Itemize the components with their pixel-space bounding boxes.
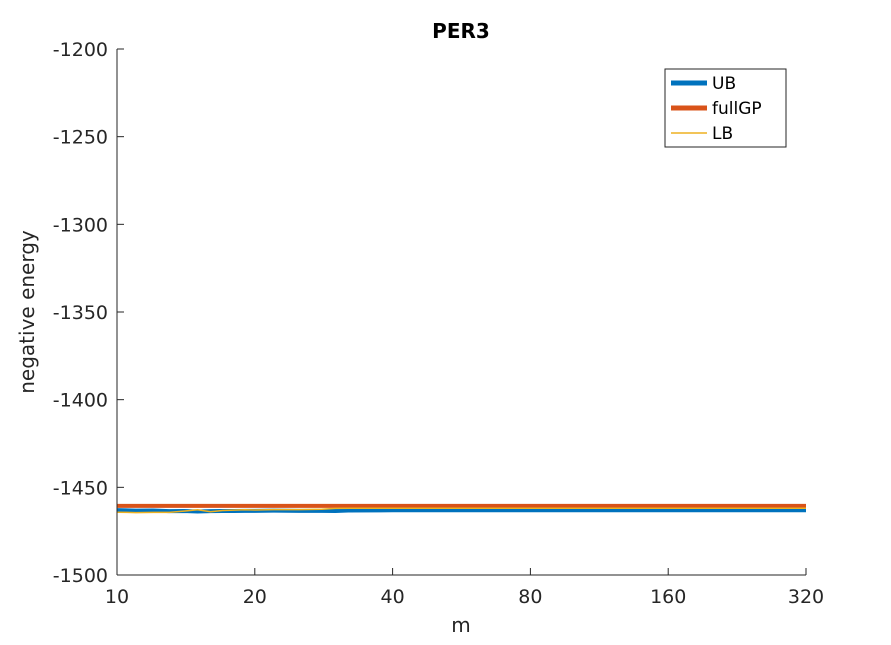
legend-label-lb: LB — [712, 124, 733, 144]
x-tick-label: 80 — [518, 586, 542, 608]
x-ticks: 10 20 40 80 160 320 — [105, 568, 824, 608]
x-axis-title: m — [451, 613, 470, 637]
series-layer — [116, 503, 806, 514]
legend-label-fullgp: fullGP — [712, 99, 762, 119]
series-line-lb — [116, 507, 806, 514]
x-tick-label: 320 — [788, 586, 824, 608]
x-tick-label: 10 — [105, 586, 129, 608]
y-ticks: -1200 -1250 -1300 -1350 -1400 -1450 -1500 — [53, 39, 124, 587]
y-tick-label: -1350 — [53, 302, 108, 324]
y-tick-label: -1400 — [53, 390, 108, 412]
y-tick-label: -1200 — [53, 39, 108, 61]
legend: UB fullGP LB — [664, 68, 787, 148]
x-tick-label: 20 — [243, 586, 267, 608]
x-tick-label: 40 — [381, 586, 405, 608]
chart-title: PER3 — [432, 19, 490, 43]
legend-label-ub: UB — [712, 74, 736, 94]
y-tick-label: -1250 — [53, 127, 108, 149]
y-tick-label: -1450 — [53, 477, 108, 499]
x-tick-label: 160 — [650, 586, 686, 608]
y-axis-title: negative energy — [15, 230, 39, 394]
y-tick-label: -1500 — [53, 565, 108, 587]
y-tick-label: -1300 — [53, 214, 108, 236]
